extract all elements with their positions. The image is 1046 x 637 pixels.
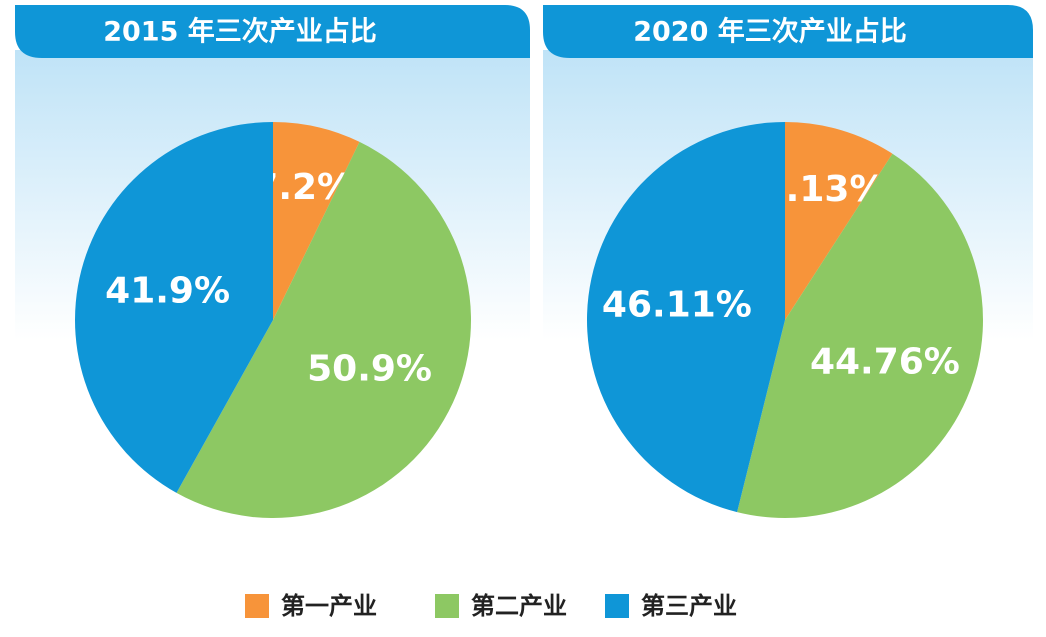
chart-title: 2020 年三次产业占比	[633, 16, 907, 48]
pie-slice	[273, 122, 360, 320]
value-label: 50.9%	[307, 348, 432, 389]
pie-slice	[737, 153, 983, 519]
legend-label: 第三产业	[641, 592, 737, 620]
value-label: 41.9%	[105, 271, 230, 312]
legend-swatch	[605, 594, 629, 618]
legend-swatch	[245, 594, 269, 618]
pie-slice	[586, 122, 785, 513]
chart-title: 2015 年三次产业占比	[103, 16, 377, 48]
pie-slice	[176, 141, 471, 518]
legend-label: 第二产业	[471, 592, 567, 620]
pie-slice	[785, 122, 893, 320]
legend-swatch	[435, 594, 459, 618]
legend-label: 第一产业	[281, 592, 377, 620]
title-bar	[15, 5, 530, 58]
value-label: 44.76%	[810, 341, 960, 382]
value-label: 46.11%	[602, 285, 752, 326]
title-bar	[543, 5, 1033, 58]
pie-slice	[74, 122, 274, 493]
